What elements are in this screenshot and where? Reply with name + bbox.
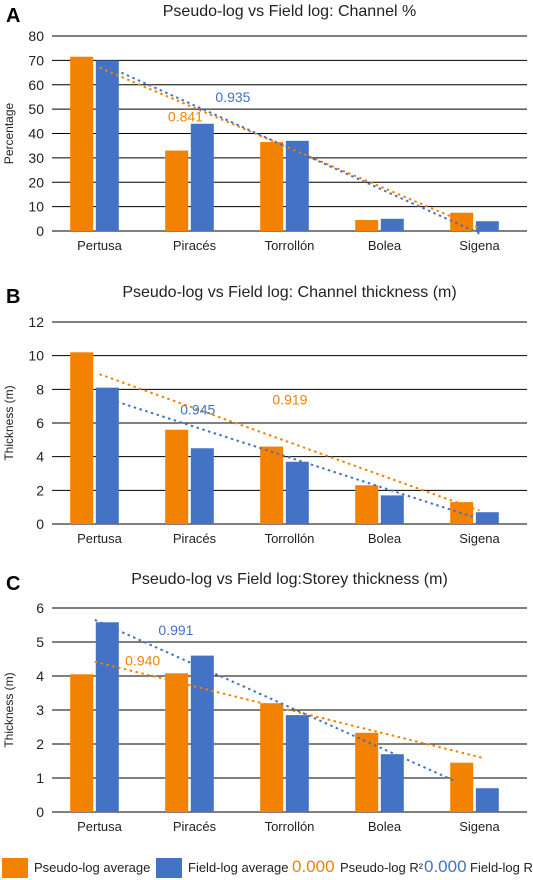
panel-a-xtick-label: Piracés bbox=[173, 238, 217, 253]
legend-r2-label-pseudo: Pseudo-log R² bbox=[340, 860, 424, 875]
panel-a-bar-field bbox=[380, 218, 404, 231]
panel-b-ytick-label: 4 bbox=[36, 449, 44, 465]
panel-a-xtick-label: Torrollón bbox=[265, 238, 315, 253]
panel-a-bar-pseudo bbox=[165, 150, 189, 231]
panel-b-bar-pseudo bbox=[450, 502, 474, 524]
panel-b-bar-field bbox=[475, 512, 499, 524]
panel-c-ytick-label: 3 bbox=[36, 702, 44, 718]
panel-c-ytick-label: 2 bbox=[36, 736, 44, 752]
panel-b-ytick-label: 2 bbox=[36, 482, 44, 498]
panel-b-bar-pseudo bbox=[260, 446, 284, 524]
panel-b-bar-field bbox=[95, 387, 119, 524]
panel-b-xtick-label: Pertusa bbox=[77, 531, 123, 546]
panel-c-bar-field bbox=[475, 788, 499, 812]
panel-b-xtick-label: Piracés bbox=[173, 531, 217, 546]
panel-c-bar-field bbox=[95, 622, 119, 812]
panel-b-bar-field bbox=[285, 461, 309, 524]
panel-c-xtick-label: Piracés bbox=[173, 819, 217, 834]
panel-c-ytick-label: 1 bbox=[36, 770, 44, 786]
panel-c-xtick-label: Sigena bbox=[459, 819, 500, 834]
panel-c-bar-pseudo bbox=[355, 732, 379, 812]
legend-swatch-field bbox=[156, 858, 182, 878]
panel-c-title: Pseudo-log vs Field log:Storey thickness… bbox=[131, 571, 448, 588]
legend-r2-label-field: Field-log R² bbox=[470, 860, 533, 875]
panel-b-r2-label-pseudo: 0.919 bbox=[272, 391, 307, 407]
panel-c-r2-label-field: 0.991 bbox=[158, 622, 193, 638]
panel-a-bar-field bbox=[190, 123, 214, 231]
legend-r2-number-pseudo: 0.000 bbox=[292, 857, 335, 876]
panel-b-r2-label-field: 0.945 bbox=[180, 402, 215, 418]
panel-a-bar-pseudo bbox=[70, 56, 94, 231]
panel-a-ylabel: Percentage bbox=[2, 102, 16, 164]
panel-b-ytick-label: 0 bbox=[36, 516, 44, 532]
panel-c-xtick-label: Bolea bbox=[368, 819, 402, 834]
panel-b-trendline-pseudo bbox=[99, 373, 480, 512]
panel-b-xtick-label: Bolea bbox=[368, 531, 402, 546]
panel-a-bar-field bbox=[285, 140, 309, 231]
panel-c-bar-pseudo bbox=[70, 674, 94, 812]
panel-c-ytick-label: 4 bbox=[36, 668, 44, 684]
panel-b-bar-pseudo bbox=[355, 485, 379, 524]
panel-b-xtick-label: Torrollón bbox=[265, 531, 315, 546]
panel-a-ytick-label: 0 bbox=[36, 223, 44, 239]
panel-a-trendline-pseudo bbox=[99, 66, 480, 230]
panel-c-ytick-label: 6 bbox=[36, 600, 44, 616]
panel-a-label: A bbox=[6, 5, 20, 27]
legend-swatch-pseudo bbox=[2, 858, 28, 878]
panel-b-label: B bbox=[6, 286, 20, 308]
panel-b-trendline-field bbox=[99, 395, 480, 520]
panel-c-trendline-pseudo bbox=[94, 660, 485, 760]
panel-a-title: Pseudo-log vs Field log: Channel % bbox=[163, 3, 416, 20]
panel-c-ylabel: Thickness (m) bbox=[2, 672, 16, 747]
panel-a-bar-field bbox=[95, 60, 119, 231]
panel-a-ytick-label: 70 bbox=[28, 52, 44, 68]
panel-c-bar-field bbox=[190, 655, 214, 812]
panel-a-bar-pseudo bbox=[355, 220, 379, 231]
panel-a-ytick-label: 50 bbox=[28, 101, 44, 117]
panel-a-r2-label-field: 0.935 bbox=[215, 89, 250, 105]
panel-b-ytick-label: 8 bbox=[36, 381, 44, 397]
panel-b-bar-field bbox=[190, 448, 214, 524]
panel-c-bar-field bbox=[285, 715, 309, 812]
panel-a-ytick-label: 60 bbox=[28, 77, 44, 93]
panel-a-bar-pseudo bbox=[450, 212, 474, 231]
panel-b-title: Pseudo-log vs Field log: Channel thickne… bbox=[122, 284, 456, 301]
panel-c-xtick-label: Torrollón bbox=[265, 819, 315, 834]
panel-b-bar-pseudo bbox=[70, 352, 94, 524]
panel-b-xtick-label: Sigena bbox=[459, 531, 500, 546]
panel-a-bar-pseudo bbox=[260, 142, 284, 231]
panel-a-ytick-label: 30 bbox=[28, 150, 44, 166]
panel-a-xtick-label: Pertusa bbox=[77, 238, 123, 253]
panel-a-ytick-label: 20 bbox=[28, 174, 44, 190]
panel-c-bar-pseudo bbox=[165, 673, 189, 812]
legend-label-pseudo: Pseudo-log average bbox=[34, 860, 151, 875]
legend: Pseudo-log average Field-log average 0.0… bbox=[0, 850, 533, 880]
panel-c-ytick-label: 0 bbox=[36, 804, 44, 820]
panel-c-bar-pseudo bbox=[260, 703, 284, 812]
panel-a-r2-label-pseudo: 0.841 bbox=[168, 108, 203, 124]
panel-b-ytick-label: 12 bbox=[28, 314, 44, 330]
panel-b-ytick-label: 10 bbox=[28, 348, 44, 364]
panel-b-ytick-label: 6 bbox=[36, 415, 44, 431]
panel-c-xtick-label: Pertusa bbox=[77, 819, 123, 834]
panel-c-bar-field bbox=[380, 754, 404, 812]
panel-a-bar-field bbox=[475, 221, 499, 231]
panel-a-xtick-label: Bolea bbox=[368, 238, 402, 253]
panel-b-bar-pseudo bbox=[165, 429, 189, 524]
panel-a-ytick-label: 10 bbox=[28, 199, 44, 215]
panel-c-ytick-label: 5 bbox=[36, 634, 44, 650]
panel-b-bar-field bbox=[380, 495, 404, 524]
panel-b-ylabel: Thickness (m) bbox=[2, 385, 16, 460]
legend-label-field: Field-log average bbox=[188, 860, 289, 875]
panel-c-bar-pseudo bbox=[450, 762, 474, 812]
panel-a-ytick-label: 80 bbox=[28, 28, 44, 44]
panel-a-xtick-label: Sigena bbox=[459, 238, 500, 253]
panel-c-r2-label-pseudo: 0.940 bbox=[125, 653, 160, 669]
panel-c-label: C bbox=[6, 573, 20, 595]
panel-a-ytick-label: 40 bbox=[28, 126, 44, 142]
legend-r2-number-field: 0.000 bbox=[424, 857, 467, 876]
